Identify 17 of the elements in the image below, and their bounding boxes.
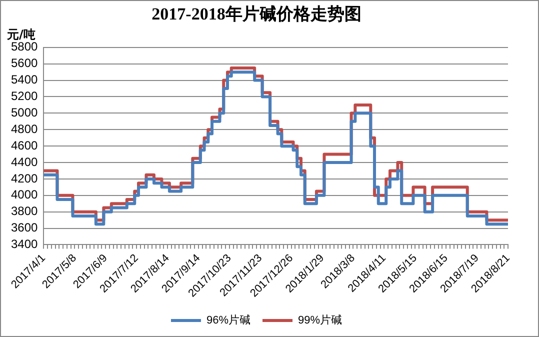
y-tick-label: 5600 <box>10 56 38 70</box>
y-tick-label: 3600 <box>10 220 38 235</box>
y-tick-label: 3800 <box>10 204 38 218</box>
y-tick-label: 3400 <box>10 237 38 252</box>
y-tick-label: 4000 <box>10 188 38 202</box>
y-tick-label: 4800 <box>10 122 38 136</box>
y-tick-label: 5800 <box>10 40 38 54</box>
y-axis-title: 元/吨 <box>6 28 36 42</box>
y-tick-label: 4600 <box>10 138 38 152</box>
y-tick-label: 4200 <box>10 171 38 186</box>
legend-label: 96%片碱 <box>206 314 251 327</box>
legend-label: 99%片碱 <box>298 314 342 327</box>
y-tick-label: 5400 <box>10 72 38 87</box>
y-tick-label: 5000 <box>10 105 38 120</box>
chart-title: 2017-2018年片碱价格走势图 <box>152 4 362 24</box>
y-tick-label: 5200 <box>10 89 38 104</box>
y-tick-label: 4400 <box>10 154 38 169</box>
